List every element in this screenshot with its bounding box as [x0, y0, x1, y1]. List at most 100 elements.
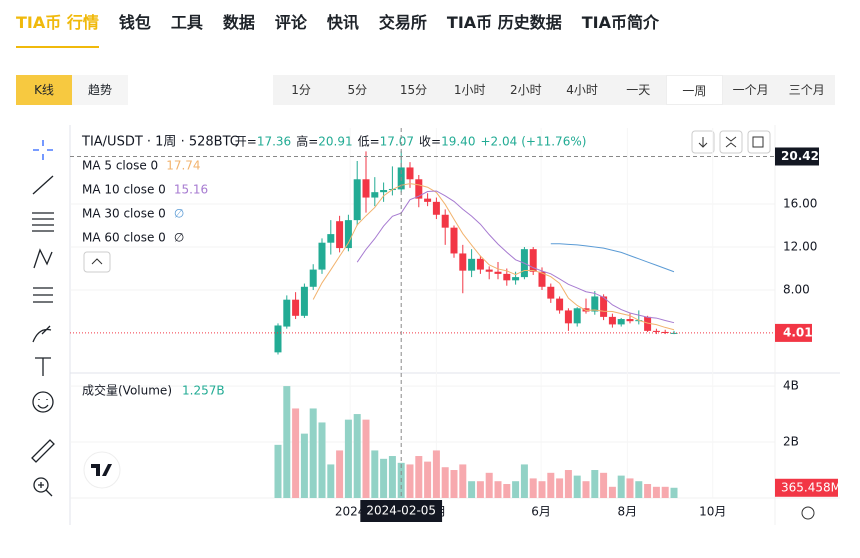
candle-body	[292, 299, 300, 316]
interval-button[interactable]: 一个月	[732, 83, 769, 97]
volume-bar	[300, 433, 308, 498]
interval-button[interactable]: 三个月	[788, 83, 825, 97]
candle-body	[564, 310, 572, 324]
fullscreen-button[interactable]	[747, 130, 771, 154]
interval-button[interactable]: 一天	[626, 83, 651, 97]
ohlc-value: 17.36	[257, 135, 291, 149]
volume-bar	[573, 475, 581, 498]
x-tick-label: 2024	[335, 505, 366, 519]
candle-body	[556, 298, 564, 311]
settings-button[interactable]	[801, 506, 815, 520]
brush-tool[interactable]	[32, 325, 52, 343]
candle-body	[661, 331, 669, 334]
tv-logo-mark	[91, 464, 112, 476]
date-tooltip-box	[360, 500, 443, 522]
candle-body	[388, 188, 396, 191]
candle-body	[371, 192, 379, 198]
line-tool[interactable]	[32, 175, 54, 195]
last-volume-box	[775, 478, 838, 497]
pattern-tool[interactable]	[33, 248, 53, 269]
crosshair-tool[interactable]	[33, 140, 53, 160]
ohlc-name: 高=	[296, 134, 318, 149]
candle-body	[432, 201, 440, 215]
candle-body	[397, 167, 405, 190]
ma-value: 15.16	[174, 183, 208, 197]
ma-value: ∅	[174, 207, 184, 221]
nav-tab[interactable]: 数据	[222, 13, 255, 32]
nav-tab[interactable]: TIA币 历史数据	[446, 13, 562, 32]
volume-bar	[292, 408, 300, 498]
emoji-tool[interactable]	[32, 391, 54, 413]
volume-bar	[424, 461, 432, 498]
last-price-label: 4.01	[783, 325, 813, 339]
ohlc-value: 19.40	[441, 135, 475, 149]
nav-tab[interactable]: TIA币简介	[581, 13, 660, 32]
collapse-button[interactable]	[719, 130, 743, 154]
candle-body	[600, 296, 608, 317]
zoom-glyph	[38, 482, 53, 497]
candle-body	[670, 332, 678, 334]
ma-line	[550, 243, 675, 273]
volume-bar	[608, 486, 616, 498]
candle-body	[468, 258, 476, 271]
fib-tool[interactable]	[32, 212, 54, 232]
drawing-toolbar	[31, 140, 55, 497]
nav-tabs: TIA币 行情 钱包 工具 数据 评论 快讯 交易所 TIA币 历史数据 TIA…	[16, 10, 659, 48]
volume-bar	[512, 481, 520, 498]
download-button[interactable]	[691, 130, 715, 154]
volume-bar	[362, 419, 370, 498]
volume-bar	[441, 467, 449, 498]
candle-body	[626, 319, 634, 322]
ma-name: MA 30 close 0	[82, 207, 166, 221]
interval-button[interactable]: 5分	[347, 83, 368, 97]
nav-tab[interactable]: TIA币 行情	[16, 10, 99, 48]
text-tool[interactable]	[35, 357, 51, 376]
volume-bar	[274, 444, 282, 498]
nav-tab[interactable]: 评论	[274, 13, 307, 32]
legend-collapse-button[interactable]	[83, 251, 111, 273]
zoom-tool[interactable]	[33, 477, 49, 493]
candle-body	[459, 253, 467, 271]
change: +2.04	[480, 135, 517, 149]
volume-bar	[494, 481, 502, 498]
ma-name: MA 10 close 0	[82, 183, 166, 197]
ohlc-value: 20.91	[318, 135, 352, 149]
volume-bar	[476, 481, 484, 498]
interval-button[interactable]: 一周	[666, 75, 723, 105]
chart-toggle: K线 趋势	[16, 75, 128, 105]
nav-tab[interactable]: 交易所	[378, 13, 427, 32]
x-tick-label: 4月	[427, 505, 447, 519]
volume-bar	[626, 478, 634, 498]
emoji-face	[37, 399, 49, 409]
candle-body	[309, 269, 317, 287]
interval-button[interactable]: 4小时	[566, 83, 598, 97]
volume-tick-label: 2B	[783, 435, 799, 449]
prediction-tool[interactable]	[33, 287, 53, 303]
ohlc-value: 17.07	[380, 135, 414, 149]
interval-button[interactable]: 1小时	[453, 83, 486, 97]
toggle-button[interactable]: K线	[16, 75, 72, 105]
nav-tab[interactable]: 工具	[170, 13, 203, 32]
ma-name: MA 5 close 0	[82, 159, 158, 173]
interval-button[interactable]: 1分	[291, 83, 311, 97]
x-tick-label: 10月	[699, 505, 726, 519]
volume-bar	[353, 414, 361, 498]
volume-bar	[450, 470, 458, 498]
nav-tab[interactable]: 快讯	[326, 13, 359, 32]
volume-bar	[283, 386, 291, 498]
nav-tab[interactable]: 钱包	[118, 13, 151, 32]
interval-button[interactable]: 15分	[399, 83, 428, 97]
ruler-tool[interactable]	[31, 439, 55, 463]
candle-body	[617, 319, 625, 325]
volume-bar	[336, 450, 344, 498]
volume-bar	[503, 484, 511, 498]
volume-bar	[432, 450, 440, 498]
toggle-button[interactable]: 趋势	[72, 75, 128, 105]
candle-body	[512, 277, 520, 281]
volume-bar	[318, 422, 326, 498]
volume-bar	[520, 464, 528, 498]
interval-button[interactable]: 2小时	[510, 83, 542, 97]
volume-bar	[635, 481, 643, 498]
volume-bar	[415, 456, 423, 498]
